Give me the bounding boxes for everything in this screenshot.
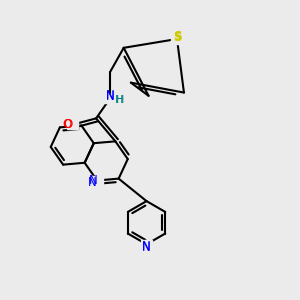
Text: N: N bbox=[88, 176, 97, 188]
Bar bbox=[171, 34, 183, 43]
Text: N: N bbox=[142, 241, 151, 254]
Text: H: H bbox=[116, 95, 124, 105]
Text: O: O bbox=[62, 118, 72, 131]
Text: N: N bbox=[89, 174, 98, 187]
Bar bbox=[92, 176, 103, 185]
Bar bbox=[67, 120, 78, 129]
Text: H: H bbox=[115, 95, 123, 105]
Bar bbox=[104, 94, 116, 103]
Text: S: S bbox=[173, 30, 181, 43]
Text: N: N bbox=[142, 240, 151, 253]
Text: N: N bbox=[106, 90, 115, 103]
Text: S: S bbox=[173, 31, 181, 44]
Text: N: N bbox=[106, 89, 115, 102]
Bar bbox=[141, 240, 152, 249]
Text: O: O bbox=[63, 118, 73, 131]
